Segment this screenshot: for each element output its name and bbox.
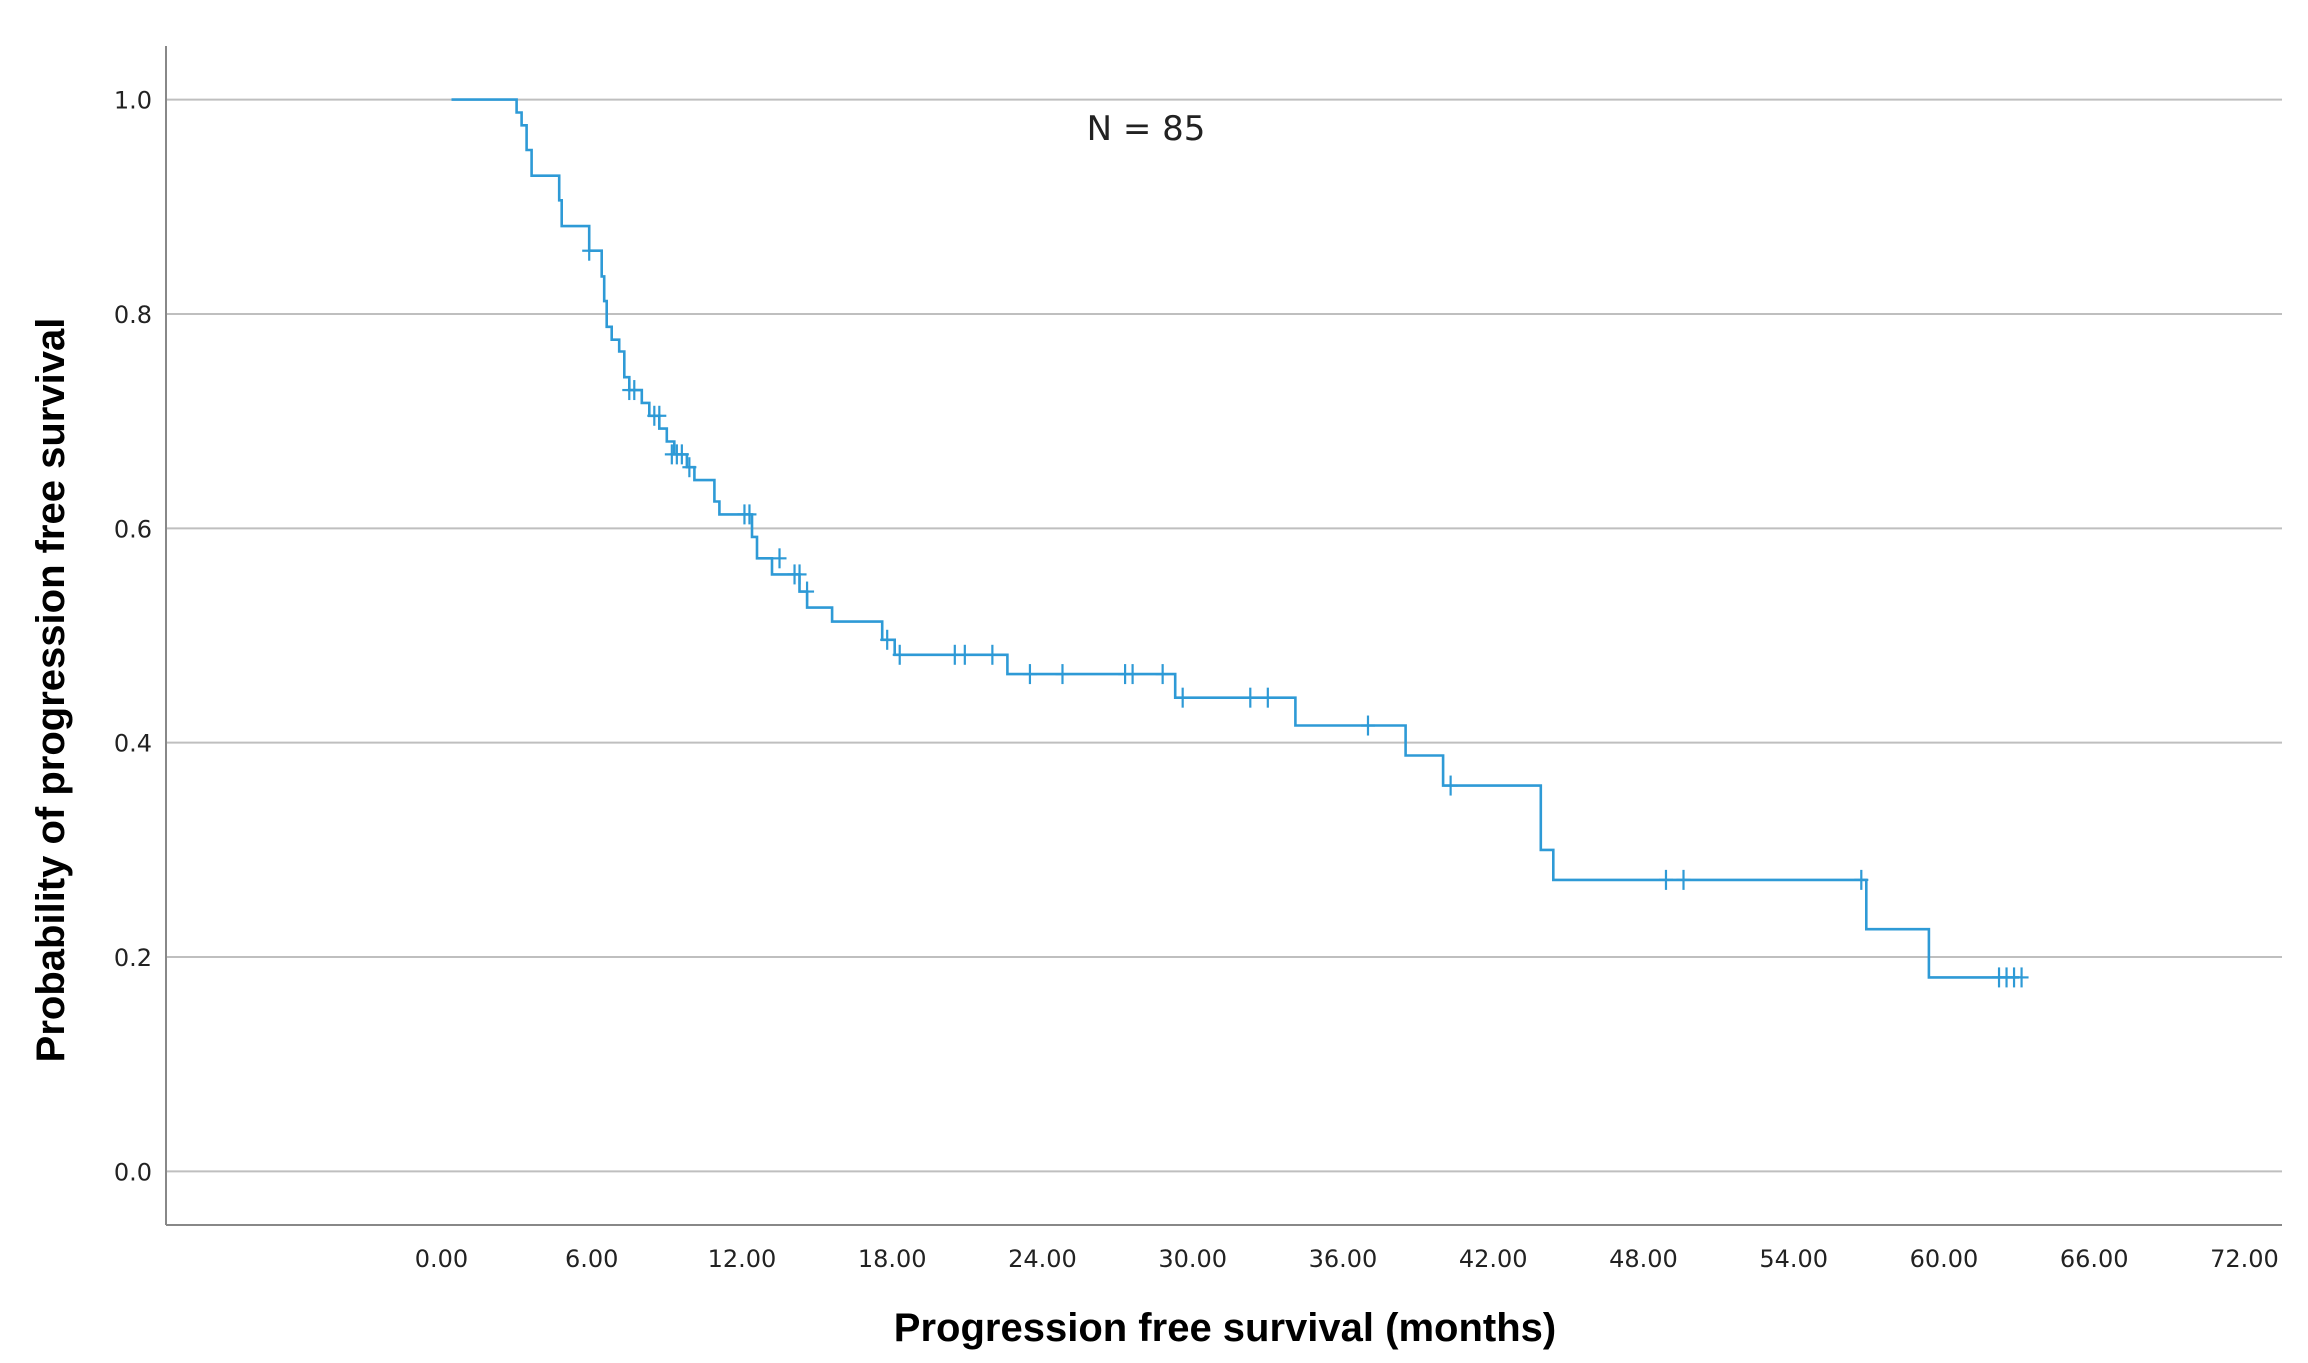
y-tick-label: 0.4 <box>114 730 152 758</box>
x-tick-label: 60.00 <box>1910 1245 1979 1273</box>
y-tick-label: 1.0 <box>114 87 152 115</box>
x-tick-label: 42.00 <box>1459 1245 1528 1273</box>
axes <box>165 46 2282 1226</box>
x-axis-title: Progression free survival (months) <box>894 1306 1556 1350</box>
x-tick-label: 24.00 <box>1008 1245 1077 1273</box>
y-axis-title: Probability of progression free survival <box>29 318 73 1063</box>
x-tick-label: 6.00 <box>565 1245 618 1273</box>
x-tick-label: 66.00 <box>2060 1245 2129 1273</box>
x-tick-label: 72.00 <box>2210 1245 2279 1273</box>
censor-mark <box>1125 664 1140 685</box>
censor-mark <box>892 644 907 665</box>
censor-mark <box>674 444 689 465</box>
censor-mark <box>582 240 597 261</box>
y-tick-label: 0.8 <box>114 301 152 329</box>
y-tick-label: 0.0 <box>114 1158 152 1186</box>
censor-mark <box>880 629 895 650</box>
censor-mark <box>652 405 667 426</box>
censor-mark <box>1260 687 1275 708</box>
y-tick-label: 0.2 <box>114 944 152 972</box>
x-tick-label: 0.00 <box>415 1245 468 1273</box>
censor-mark <box>1055 664 1070 685</box>
survival-curve <box>451 98 2020 979</box>
y-tick-label: 0.6 <box>114 515 152 543</box>
censor-mark <box>1443 775 1458 796</box>
censor-mark <box>682 457 697 478</box>
censor-mark <box>1658 869 1673 890</box>
censor-mark <box>627 380 642 401</box>
x-tick-label: 12.00 <box>708 1245 777 1273</box>
censor-mark <box>1175 687 1190 708</box>
x-tick-label: 36.00 <box>1309 1245 1378 1273</box>
censor-mark <box>1676 869 1691 890</box>
censor-mark <box>772 548 787 569</box>
x-tick-label: 18.00 <box>858 1245 927 1273</box>
censor-mark <box>985 644 1000 665</box>
x-tick-label: 48.00 <box>1609 1245 1678 1273</box>
censor-mark <box>1243 687 1258 708</box>
censor-mark <box>800 581 815 602</box>
censor-mark <box>2014 967 2029 988</box>
censor-mark <box>792 564 807 585</box>
censor-mark <box>1854 869 1869 890</box>
censor-mark <box>742 504 757 525</box>
censor-mark <box>1360 715 1375 736</box>
x-tick-labels: 0.00 6.00 12.00 18.00 24.00 30.00 36.00 42.00 48… <box>415 1245 2279 1273</box>
y-tick-labels: 0.0 0.2 0.4 0.6 0.8 1.0 <box>114 87 152 1187</box>
censor-mark <box>957 644 972 665</box>
censor-mark <box>1022 664 1037 685</box>
survival-curve-group <box>451 98 2020 979</box>
censor-marks <box>582 240 2029 988</box>
x-tick-label: 54.00 <box>1759 1245 1828 1273</box>
gridlines <box>166 98 2282 1173</box>
censor-mark <box>1155 664 1170 685</box>
sample-size-annotation: N = 85 <box>1087 109 1206 149</box>
x-tick-label: 30.00 <box>1158 1245 1227 1273</box>
